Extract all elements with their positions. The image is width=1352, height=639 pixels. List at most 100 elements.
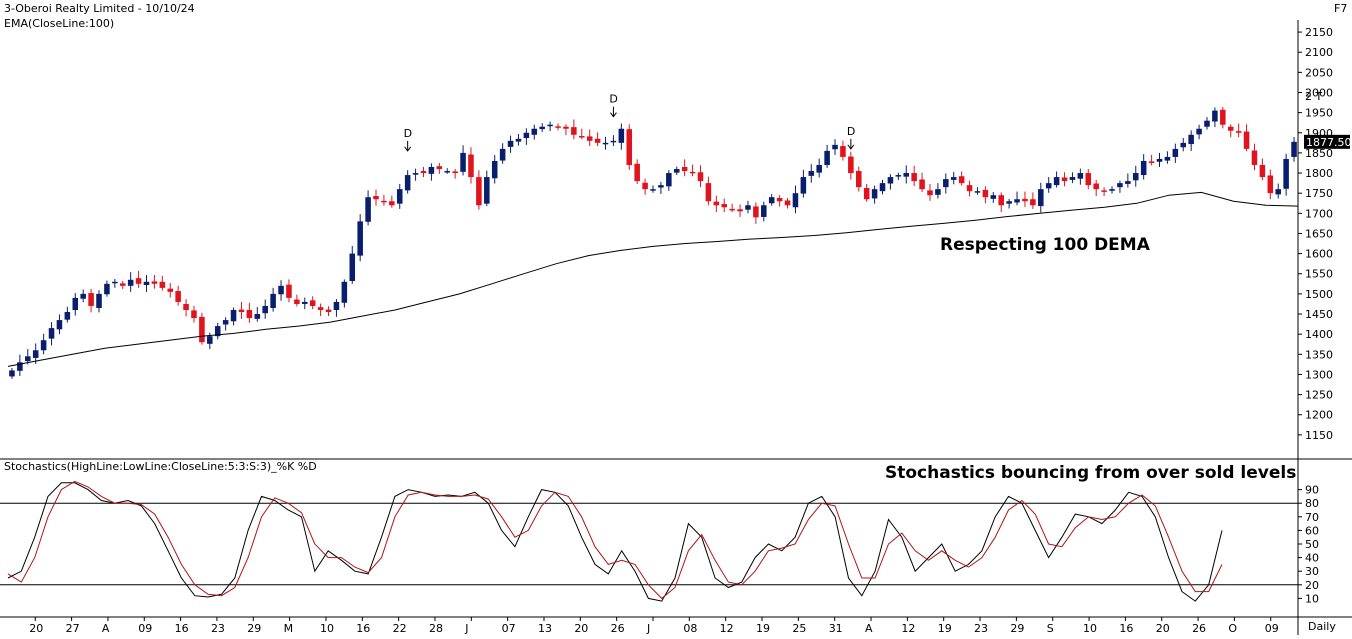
candle-up: [302, 301, 308, 304]
candle-down: [563, 126, 569, 129]
candle-down: [159, 281, 166, 288]
candle-up: [1132, 173, 1139, 181]
candle-up: [539, 126, 545, 130]
date-tick-label: 28: [429, 622, 443, 635]
candle-down: [420, 171, 427, 174]
candle-up: [531, 128, 538, 135]
candle-down: [958, 176, 965, 184]
price-tick-label: 1200: [1305, 409, 1333, 422]
price-tick-label: 1600: [1305, 248, 1333, 261]
candle-up: [460, 152, 466, 172]
stoch-tick-label: 10: [1305, 592, 1319, 605]
stoch-line-d: [7, 480, 1223, 600]
stoch-tick-label: 60: [1305, 524, 1319, 537]
candle-up: [214, 326, 221, 337]
stoch-tick-label: 90: [1305, 484, 1319, 497]
candle-up: [17, 362, 23, 371]
ema-100-line: [7, 191, 1299, 367]
candle-down: [1085, 173, 1092, 186]
signal-label: D: [609, 93, 617, 106]
date-tick-label: 22: [393, 622, 407, 635]
candle-down: [579, 135, 585, 138]
candle-down: [776, 198, 783, 202]
candle-down: [325, 309, 332, 313]
candle-up: [800, 177, 807, 194]
candle-down: [389, 201, 395, 206]
date-tick-label: 16: [356, 622, 370, 635]
candle-down: [294, 299, 300, 304]
price-tick-label: 2000: [1305, 86, 1333, 99]
date-tick-label: 26: [611, 622, 625, 635]
candle-up: [32, 350, 39, 358]
candle-down: [982, 189, 989, 198]
candle-down: [626, 129, 633, 165]
candle-down: [594, 138, 601, 143]
candle-down: [721, 204, 727, 208]
candle-down: [689, 171, 696, 174]
candle-down: [634, 163, 640, 182]
candle-up: [1283, 158, 1289, 189]
candle-up: [871, 189, 878, 199]
date-tick-label: 09: [1265, 622, 1279, 635]
candle-up: [127, 279, 134, 286]
candle-up: [950, 177, 957, 180]
candle-down: [151, 281, 158, 284]
date-tick-label: 13: [538, 622, 552, 635]
candle-down: [1243, 131, 1250, 149]
candle-down: [309, 300, 316, 306]
candle-up: [658, 185, 664, 188]
candle-up: [207, 336, 213, 344]
candle-up: [1109, 189, 1115, 191]
candle-down: [88, 293, 94, 306]
candle-up: [48, 328, 55, 339]
candle-up: [1053, 177, 1060, 186]
date-tick-label: 27: [66, 622, 80, 635]
candle-down: [1267, 175, 1274, 194]
date-tick-label: 12: [720, 622, 734, 635]
stoch-tick-label: 80: [1305, 497, 1319, 510]
price-tick-label: 1300: [1305, 368, 1333, 381]
stoch-tick-label: 30: [1305, 565, 1319, 578]
candle-up: [650, 189, 656, 191]
price-tick-label: 2050: [1305, 66, 1333, 79]
date-tick-label: 10: [320, 622, 334, 635]
candle-down: [246, 309, 253, 319]
date-tick-label: 23: [974, 622, 988, 635]
corner-label: F7: [1334, 2, 1347, 15]
candle-up: [96, 293, 102, 308]
candle-up: [515, 138, 522, 142]
candle-up: [278, 285, 284, 295]
date-tick-label: 09: [138, 622, 152, 635]
date-tick-label: 26: [1192, 622, 1206, 635]
candle-down: [840, 146, 846, 157]
candle-up: [444, 171, 451, 173]
candle-up: [396, 189, 403, 204]
candle-down: [1022, 198, 1028, 202]
candle-up: [484, 177, 490, 204]
candle-down: [586, 136, 593, 141]
candle-up: [1180, 142, 1187, 148]
price-tick-label: 2150: [1305, 26, 1333, 39]
candle-up: [112, 281, 118, 284]
candle-up: [56, 320, 63, 330]
candle-down: [436, 166, 443, 170]
candle-up: [1125, 181, 1131, 184]
price-tick-label: 2100: [1305, 46, 1333, 59]
candle-down: [1093, 183, 1099, 190]
candle-down: [737, 209, 743, 212]
candle-up: [761, 205, 767, 217]
ema-annotation: Respecting 100 DEMA: [940, 235, 1151, 255]
candle-up: [935, 189, 941, 195]
candle-down: [681, 167, 688, 172]
candle-up: [1069, 177, 1076, 180]
candle-down: [998, 195, 1004, 206]
price-tick-label: 1150: [1305, 429, 1333, 442]
candle-up: [72, 297, 79, 310]
candle-up: [1117, 183, 1123, 188]
candle-up: [887, 177, 894, 184]
candle-up: [1156, 158, 1163, 162]
candle-up: [832, 144, 838, 150]
stochastics-annotation: Stochastics bouncing from over sold leve…: [885, 463, 1296, 483]
candle-down: [468, 154, 474, 178]
